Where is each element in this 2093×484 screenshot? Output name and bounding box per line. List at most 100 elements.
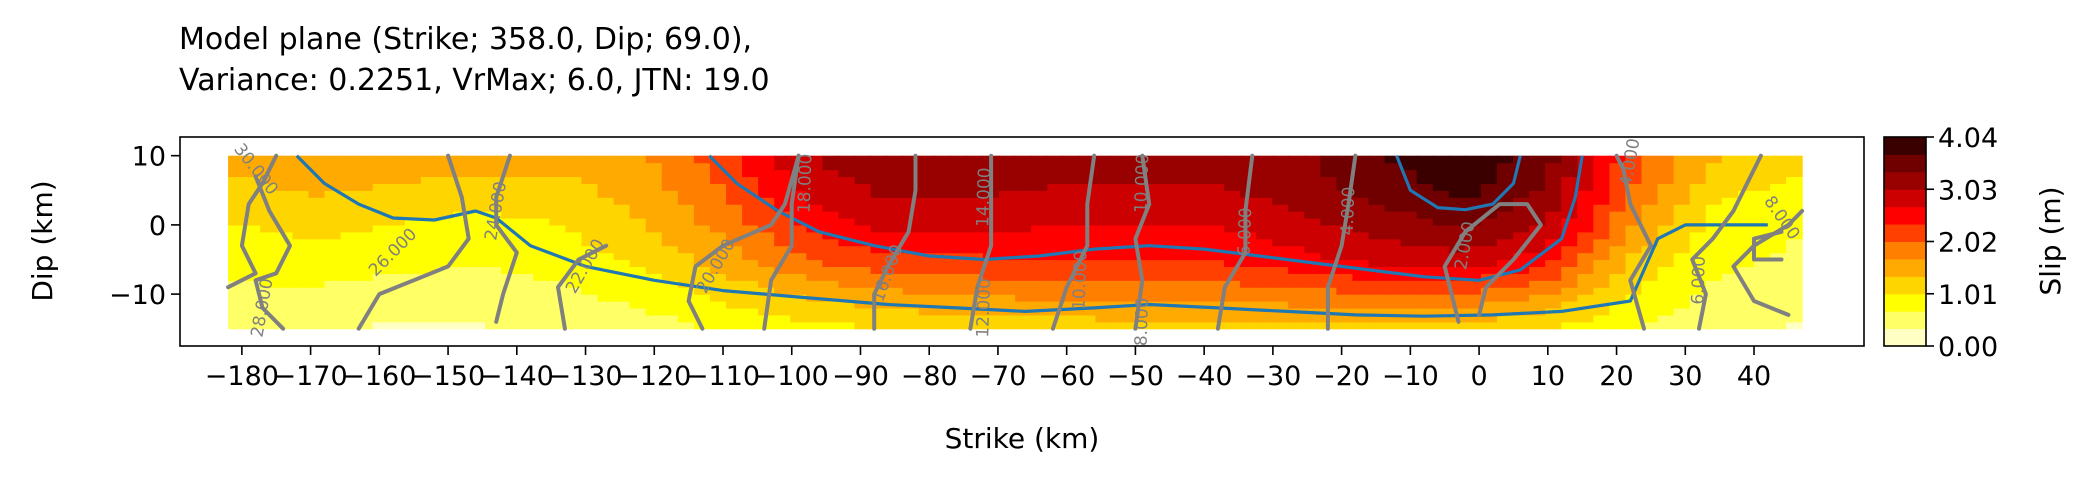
slip-cell (1288, 183, 1305, 191)
slip-cell (1095, 280, 1113, 288)
slip-cell (1095, 238, 1113, 247)
slip-cell (260, 155, 277, 164)
slip-cell (1496, 176, 1514, 184)
rupture-contour-line (1050, 153, 1097, 331)
slip-cell (790, 169, 807, 178)
slip-cell (388, 252, 406, 261)
slip-cell (1432, 238, 1450, 247)
slip-cell (1304, 301, 1321, 309)
x-tick-label: −160 (342, 361, 416, 392)
slip-cell (244, 190, 261, 198)
slip-cell (1400, 238, 1418, 247)
slip-cell (629, 280, 647, 288)
colorbar-swatch (1884, 189, 1926, 208)
slip-cell (1272, 238, 1289, 247)
slip-cell (1641, 183, 1659, 191)
slip-cell (388, 211, 406, 219)
slip-cell (1175, 217, 1193, 226)
slip-cell (1753, 273, 1771, 281)
slip-cell (870, 204, 888, 212)
slip-cell (886, 280, 904, 288)
slip-cell (1111, 224, 1129, 233)
slip-cell (228, 266, 245, 274)
slip-cell (308, 259, 326, 268)
slip-cell (1127, 162, 1145, 171)
slip-cell (1513, 294, 1530, 302)
slip-cell (1384, 231, 1402, 240)
slip-cell (1513, 176, 1530, 184)
slip-cell (1545, 245, 1562, 254)
slip-cell (1320, 231, 1337, 240)
slip-cell (324, 176, 342, 184)
slip-cell (1561, 162, 1578, 171)
slip-cell (1609, 307, 1627, 316)
slip-cell (1031, 301, 1048, 309)
slip-cell (999, 287, 1016, 295)
slip-cell (1625, 183, 1643, 191)
slip-cell (1336, 321, 1354, 330)
slip-cell (1496, 224, 1514, 233)
slip-cell (420, 183, 438, 191)
slip-cell (597, 224, 615, 233)
slip-cell (726, 294, 743, 302)
slip-cell (485, 314, 502, 323)
slip-cell (1111, 204, 1129, 212)
slip-cell (742, 259, 759, 268)
slip-cell (677, 252, 695, 261)
slip-cell (1175, 259, 1193, 268)
slip-cell (597, 307, 615, 316)
slip-cell (1288, 287, 1305, 295)
slip-cell (340, 155, 358, 164)
slip-cell (1256, 287, 1273, 295)
slip-cell (870, 231, 888, 240)
slip-cell (356, 252, 374, 261)
slip-cell (388, 259, 406, 268)
slip-cell (902, 321, 920, 330)
slip-cell (1384, 287, 1402, 295)
slip-cell (533, 224, 550, 233)
slip-cell (999, 169, 1016, 178)
slip-cell (806, 155, 823, 164)
x-tick-label: 40 (1737, 361, 1771, 392)
slip-cell (1416, 259, 1434, 268)
slip-cell (1529, 245, 1546, 254)
slip-cell (1737, 224, 1755, 233)
slip-cell (533, 176, 550, 184)
slip-cell (436, 183, 454, 191)
slip-cell (292, 266, 310, 274)
slip-cell (597, 155, 615, 164)
slip-cell (854, 307, 872, 316)
slip-cell (1432, 197, 1450, 205)
slip-cell (742, 321, 759, 330)
slip-cell (1256, 273, 1273, 281)
slip-cell (372, 190, 390, 198)
slip-cell (372, 183, 390, 191)
slip-cell (645, 280, 663, 288)
slip-cell (790, 238, 807, 247)
slip-cell (677, 183, 695, 191)
slip-cell (677, 217, 695, 226)
slip-cell (1641, 176, 1659, 184)
slip-cell (886, 294, 904, 302)
slip-cell (693, 307, 711, 316)
slip-cell (1464, 259, 1482, 268)
slip-cell (1545, 294, 1562, 302)
slip-cell (597, 190, 615, 198)
rupture-contour-line (253, 174, 292, 331)
slip-cell (918, 314, 936, 323)
slip-cell (244, 307, 261, 316)
slip-cell (1191, 162, 1209, 171)
slip-cell (1111, 197, 1129, 205)
colorbar-swatch (1884, 171, 1926, 190)
slip-cell (404, 301, 422, 309)
slip-cell (1786, 314, 1803, 323)
slip-cell (372, 204, 390, 212)
slip-cell (886, 211, 904, 219)
slip-cell (677, 273, 695, 281)
slip-cell (1770, 252, 1787, 261)
slip-cell (1047, 259, 1064, 268)
slip-cell (1545, 217, 1562, 226)
slip-cell (1464, 217, 1482, 226)
slip-cell (1513, 287, 1530, 295)
slip-cell (934, 280, 952, 288)
